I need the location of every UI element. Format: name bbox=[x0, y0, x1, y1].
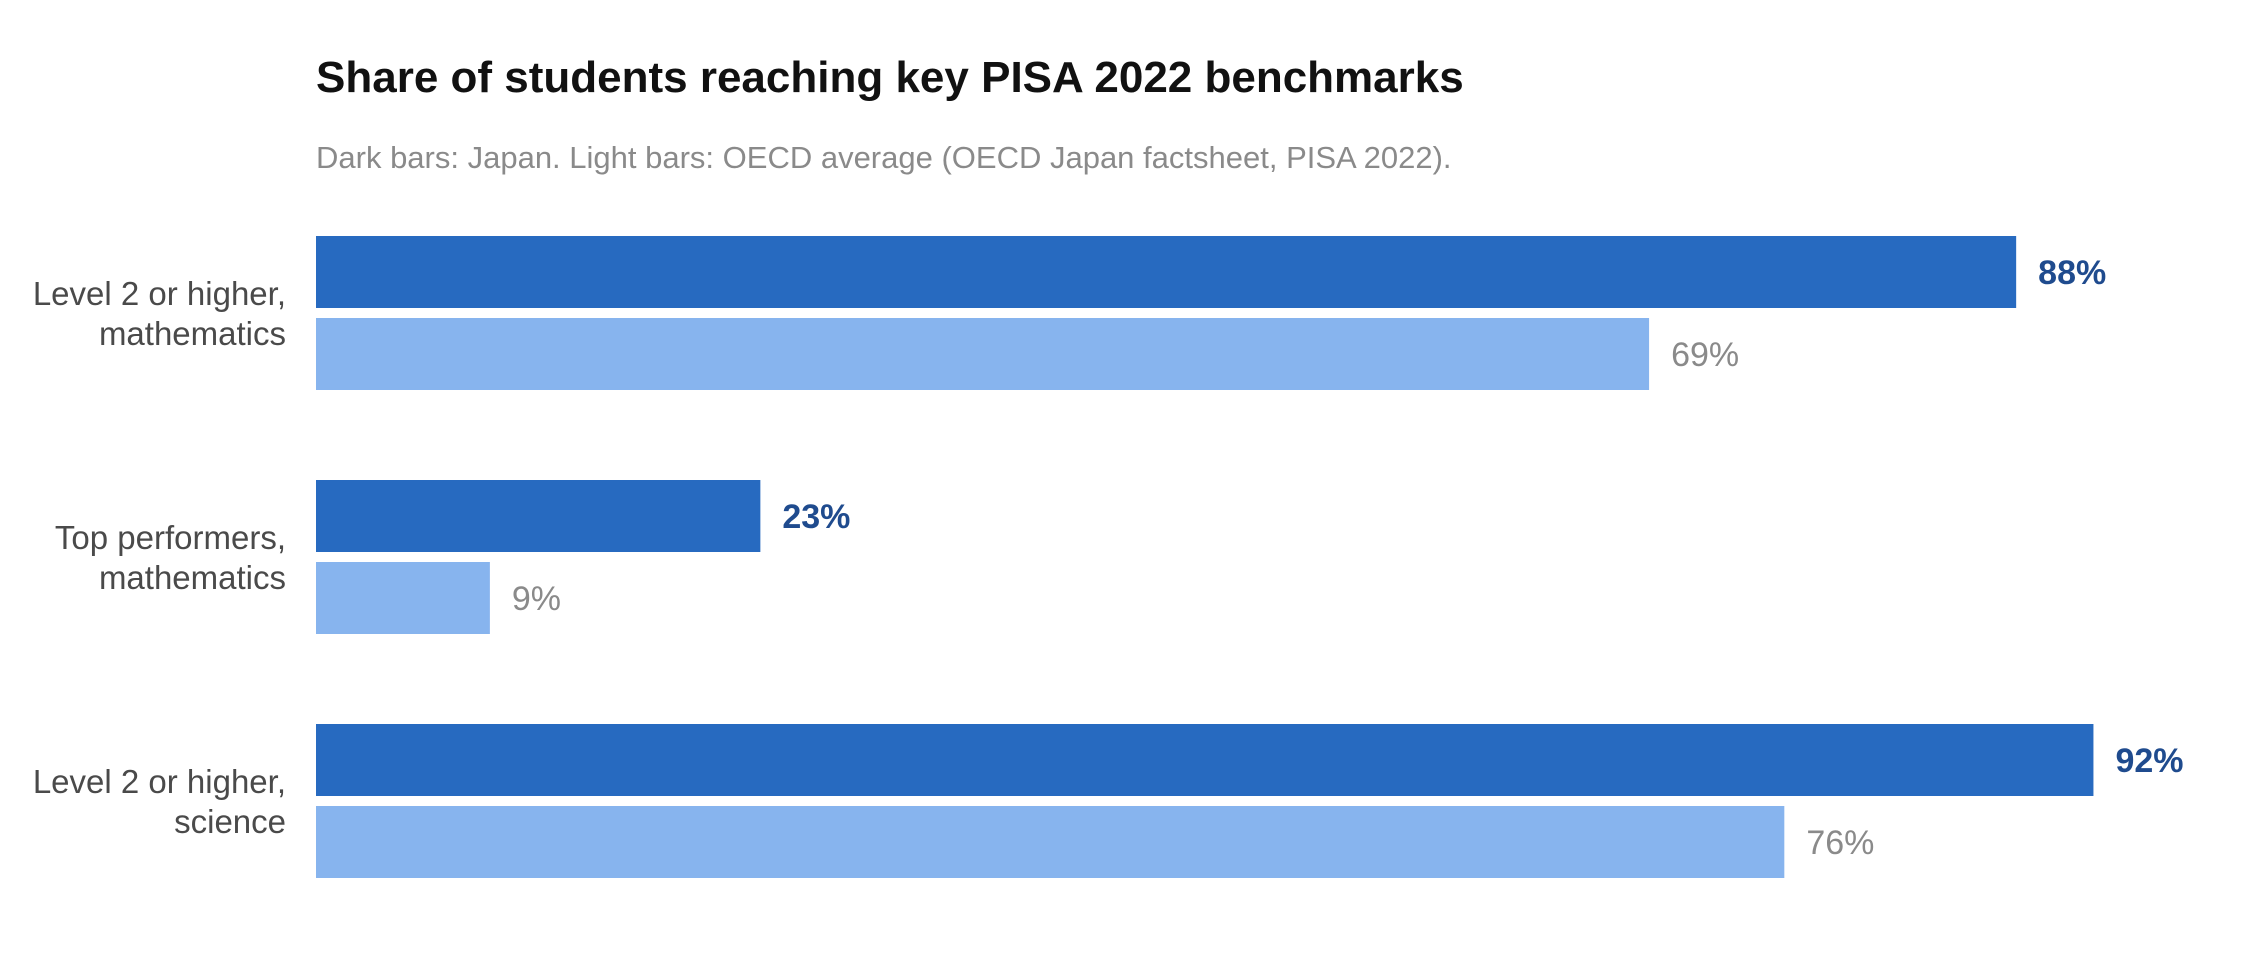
bar-japan bbox=[316, 480, 761, 552]
bar-group: Top performers, mathematics 23% 9% bbox=[55, 480, 850, 634]
bar-oecd bbox=[316, 562, 490, 634]
category-label-line: mathematics bbox=[99, 315, 286, 352]
data-label-japan: 88% bbox=[2038, 254, 2106, 292]
data-label-japan: 92% bbox=[2115, 742, 2183, 780]
category-label-line: science bbox=[174, 803, 286, 840]
bar-japan bbox=[316, 724, 2094, 796]
category-label: Top performers, mathematics bbox=[55, 519, 286, 596]
bar-oecd bbox=[316, 318, 1650, 390]
category-label: Level 2 or higher, science bbox=[33, 763, 286, 840]
chart-title: Share of students reaching key PISA 2022… bbox=[316, 53, 1464, 102]
data-label-oecd: 76% bbox=[1806, 824, 1874, 862]
data-label-oecd: 9% bbox=[512, 580, 561, 618]
category-label: Level 2 or higher, mathematics bbox=[33, 275, 286, 352]
bar-japan bbox=[316, 236, 2017, 308]
chart-subtitle: Dark bars: Japan. Light bars: OECD avera… bbox=[316, 140, 1452, 175]
category-label-line: mathematics bbox=[99, 559, 286, 596]
bar-group: Level 2 or higher, mathematics 88% 69% bbox=[33, 236, 2106, 390]
category-label-line: Level 2 or higher, bbox=[33, 763, 286, 800]
category-label-line: Top performers, bbox=[55, 519, 286, 556]
data-label-japan: 23% bbox=[782, 498, 850, 536]
bar-group: Level 2 or higher, science 92% 76% bbox=[33, 724, 2184, 878]
category-label-line: Level 2 or higher, bbox=[33, 275, 286, 312]
bar-oecd bbox=[316, 806, 1785, 878]
data-label-oecd: 69% bbox=[1671, 336, 1739, 374]
